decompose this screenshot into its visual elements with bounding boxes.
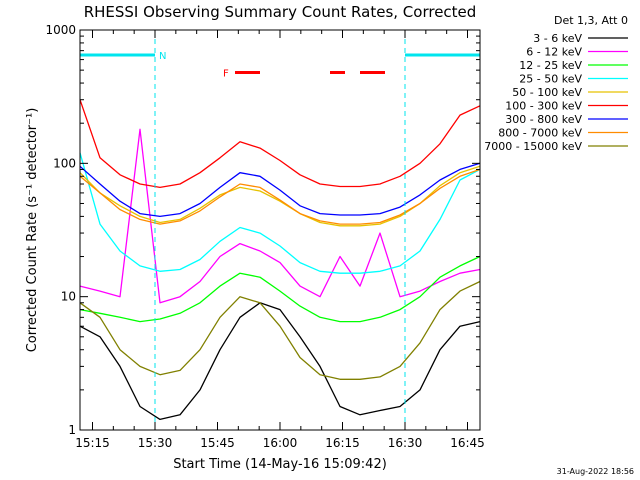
legend-label: 6 - 12 keV bbox=[526, 46, 582, 59]
x-tick-label: 16:15 bbox=[325, 436, 360, 450]
y-axis-label: Corrected Count Rate (s⁻¹ detector⁻¹) bbox=[25, 108, 40, 353]
series-line-2 bbox=[79, 255, 481, 323]
series-line-7 bbox=[79, 168, 481, 225]
legend-label: 25 - 50 keV bbox=[519, 73, 582, 86]
legend-label: 7000 - 15000 keV bbox=[484, 140, 582, 153]
flare-label: F bbox=[223, 69, 229, 80]
timestamp: 31-Aug-2022 18:56 bbox=[557, 467, 634, 476]
x-tick-label: 16:45 bbox=[450, 436, 485, 450]
series-line-6 bbox=[79, 162, 481, 218]
legend-label: 100 - 300 keV bbox=[505, 100, 582, 113]
x-tick-label: 16:00 bbox=[263, 436, 298, 450]
legend-label: 3 - 6 keV bbox=[533, 32, 582, 45]
series-layer bbox=[79, 99, 481, 421]
series-line-3 bbox=[79, 152, 481, 274]
x-tick-label: 15:15 bbox=[75, 436, 110, 450]
y-tick-label: 10 bbox=[61, 290, 76, 304]
y-tick-label: 100 bbox=[53, 156, 76, 170]
y-tick-label: 1000 bbox=[45, 23, 76, 37]
legend-label: 50 - 100 keV bbox=[512, 86, 582, 99]
night-label: N bbox=[159, 51, 166, 62]
legend-label: 800 - 7000 keV bbox=[498, 127, 582, 140]
legend-label: 300 - 800 keV bbox=[505, 113, 582, 126]
x-tick-label: 15:45 bbox=[200, 436, 235, 450]
series-line-5 bbox=[79, 99, 481, 189]
series-line-0 bbox=[79, 302, 481, 421]
series-line-8 bbox=[79, 280, 481, 380]
legend-label: 12 - 25 keV bbox=[519, 59, 582, 72]
y-tick-label: 1 bbox=[68, 423, 76, 437]
legend-title: Det 1,3, Att 0 bbox=[554, 14, 628, 27]
x-tick-label: 16:30 bbox=[388, 436, 423, 450]
x-tick-label: 15:30 bbox=[138, 436, 173, 450]
x-axis-label: Start Time (14-May-16 15:09:42) bbox=[173, 457, 387, 472]
axes-layer: 15:15 15:30 15:45 16:00 16:15 16:30 16:45 1 10 10… bbox=[45, 23, 484, 450]
series-line-1 bbox=[79, 128, 481, 304]
chart-title: RHESSI Observing Summary Count Rates, Co… bbox=[84, 3, 477, 21]
